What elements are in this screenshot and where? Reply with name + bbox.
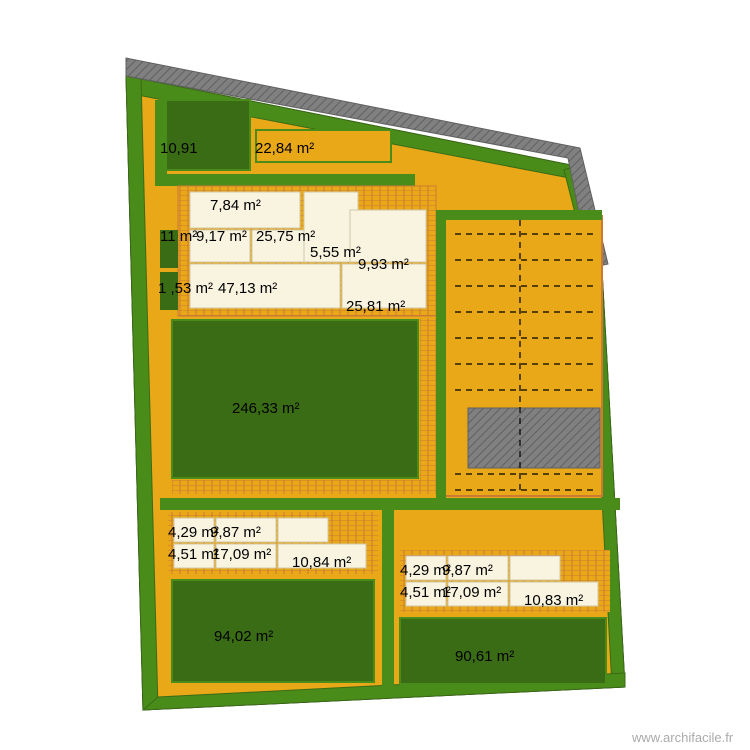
large-green-plot — [172, 320, 418, 478]
house3-room-c — [510, 556, 560, 580]
brick-strip-right — [420, 318, 436, 480]
lbl-2581: 25,81 m² — [346, 298, 405, 315]
lbl-987b: 9,87 m² — [442, 562, 493, 579]
house1-room-e — [350, 210, 426, 262]
lbl-9061: 90,61 m² — [455, 648, 514, 665]
lbl-987a: 9,87 m² — [210, 524, 261, 541]
inner-hedge-h1 — [155, 174, 415, 186]
lbl-1083: 10,83 m² — [524, 592, 583, 609]
parking-roof — [468, 408, 600, 468]
lbl-993: 9,93 m² — [358, 256, 409, 273]
lbl-4713: 47,13 m² — [218, 280, 277, 297]
watermark: www.archifacile.fr — [632, 730, 733, 745]
parking-hedge-top — [442, 210, 602, 220]
lbl-9402: 94,02 m² — [214, 628, 273, 645]
lbl-153: 1 ,53 m² — [158, 280, 213, 297]
lbl-1084: 10,84 m² — [292, 554, 351, 571]
lbl-2284: 22,84 m² — [255, 140, 314, 157]
lbl-784: 7,84 m² — [210, 197, 261, 214]
inner-hedge-v2 — [382, 510, 394, 695]
lbl-555: 5,55 m² — [310, 244, 361, 261]
parking-hedge-left — [436, 210, 446, 500]
lbl-2575: 25,75 m² — [256, 228, 315, 245]
lbl-1709b: 17,09 m² — [442, 584, 501, 601]
inner-hedge-h2 — [160, 498, 620, 510]
top-green-plot — [160, 100, 250, 170]
lbl-1709a: 17,09 m² — [212, 546, 271, 563]
lbl-11m: 11 m² — [160, 228, 197, 245]
house2-room-c — [278, 518, 328, 542]
site-plan — [0, 0, 750, 750]
lbl-917: 9,17 m² — [196, 228, 247, 245]
lbl-24633: 246,33 m² — [232, 400, 300, 417]
lbl-1091: 10,91 — [160, 140, 198, 157]
brick-strip-bottom — [172, 480, 436, 494]
